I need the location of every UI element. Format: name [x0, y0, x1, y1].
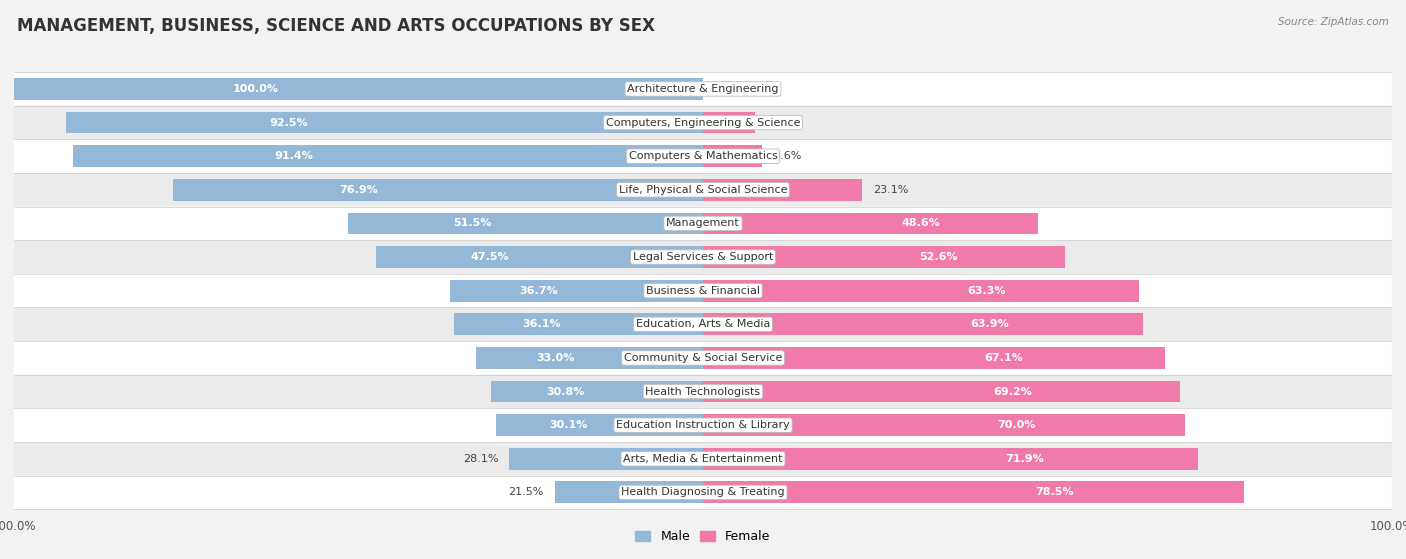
Bar	[703, 246, 1066, 268]
Bar	[703, 145, 762, 167]
Text: Business & Financial: Business & Financial	[645, 286, 761, 296]
Bar	[14, 78, 703, 100]
Text: 63.3%: 63.3%	[967, 286, 1005, 296]
Legend: Male, Female: Male, Female	[630, 525, 776, 548]
Bar	[450, 280, 703, 302]
Bar	[703, 448, 1198, 470]
Text: 21.5%: 21.5%	[509, 487, 544, 498]
Text: Health Diagnosing & Treating: Health Diagnosing & Treating	[621, 487, 785, 498]
Text: Computers & Mathematics: Computers & Mathematics	[628, 151, 778, 161]
Bar	[496, 414, 703, 436]
FancyBboxPatch shape	[14, 375, 1392, 409]
Text: 76.9%: 76.9%	[339, 185, 378, 195]
Text: 63.9%: 63.9%	[970, 319, 1008, 329]
Text: 36.7%: 36.7%	[519, 286, 558, 296]
FancyBboxPatch shape	[14, 106, 1392, 139]
Text: Education Instruction & Library: Education Instruction & Library	[616, 420, 790, 430]
Bar	[475, 347, 703, 369]
Text: 71.9%: 71.9%	[1005, 454, 1045, 464]
FancyBboxPatch shape	[14, 72, 1392, 106]
FancyBboxPatch shape	[14, 307, 1392, 341]
Bar	[375, 246, 703, 268]
FancyBboxPatch shape	[14, 274, 1392, 307]
FancyBboxPatch shape	[14, 442, 1392, 476]
Bar	[703, 481, 1244, 503]
Bar	[66, 112, 703, 134]
FancyBboxPatch shape	[14, 409, 1392, 442]
Bar	[703, 212, 1038, 234]
Bar	[509, 448, 703, 470]
Text: Life, Physical & Social Science: Life, Physical & Social Science	[619, 185, 787, 195]
Text: 30.1%: 30.1%	[548, 420, 588, 430]
FancyBboxPatch shape	[14, 341, 1392, 375]
Text: 92.5%: 92.5%	[270, 117, 308, 127]
Text: 30.8%: 30.8%	[546, 387, 585, 396]
Text: 69.2%: 69.2%	[994, 387, 1032, 396]
Text: 23.1%: 23.1%	[873, 185, 908, 195]
Text: Architecture & Engineering: Architecture & Engineering	[627, 84, 779, 94]
Text: Management: Management	[666, 219, 740, 229]
Bar	[703, 381, 1180, 402]
Bar	[73, 145, 703, 167]
Text: 47.5%: 47.5%	[471, 252, 509, 262]
Bar	[703, 112, 755, 134]
Bar	[349, 212, 703, 234]
Text: Arts, Media & Entertainment: Arts, Media & Entertainment	[623, 454, 783, 464]
Text: 91.4%: 91.4%	[274, 151, 314, 161]
Text: 0.0%: 0.0%	[714, 84, 742, 94]
FancyBboxPatch shape	[14, 139, 1392, 173]
FancyBboxPatch shape	[14, 476, 1392, 509]
Bar	[703, 347, 1166, 369]
Text: Legal Services & Support: Legal Services & Support	[633, 252, 773, 262]
Text: MANAGEMENT, BUSINESS, SCIENCE AND ARTS OCCUPATIONS BY SEX: MANAGEMENT, BUSINESS, SCIENCE AND ARTS O…	[17, 17, 655, 35]
Text: 67.1%: 67.1%	[984, 353, 1022, 363]
Bar	[703, 280, 1139, 302]
Text: Education, Arts & Media: Education, Arts & Media	[636, 319, 770, 329]
FancyBboxPatch shape	[14, 207, 1392, 240]
Text: 100.0%: 100.0%	[232, 84, 278, 94]
Text: 78.5%: 78.5%	[1035, 487, 1074, 498]
Bar	[491, 381, 703, 402]
FancyBboxPatch shape	[14, 173, 1392, 207]
Text: 8.6%: 8.6%	[773, 151, 801, 161]
Text: 36.1%: 36.1%	[522, 319, 561, 329]
Text: Community & Social Service: Community & Social Service	[624, 353, 782, 363]
Text: 28.1%: 28.1%	[463, 454, 498, 464]
FancyBboxPatch shape	[14, 240, 1392, 274]
Text: 7.5%: 7.5%	[766, 117, 794, 127]
Bar	[703, 414, 1185, 436]
Bar	[454, 314, 703, 335]
Text: 70.0%: 70.0%	[997, 420, 1036, 430]
Bar	[173, 179, 703, 201]
Text: Health Technologists: Health Technologists	[645, 387, 761, 396]
Text: 33.0%: 33.0%	[536, 353, 574, 363]
Bar	[555, 481, 703, 503]
Bar	[703, 314, 1143, 335]
Text: 52.6%: 52.6%	[920, 252, 957, 262]
Text: 48.6%: 48.6%	[901, 219, 941, 229]
Bar	[703, 179, 862, 201]
Text: Computers, Engineering & Science: Computers, Engineering & Science	[606, 117, 800, 127]
Text: 51.5%: 51.5%	[453, 219, 492, 229]
Text: Source: ZipAtlas.com: Source: ZipAtlas.com	[1278, 17, 1389, 27]
